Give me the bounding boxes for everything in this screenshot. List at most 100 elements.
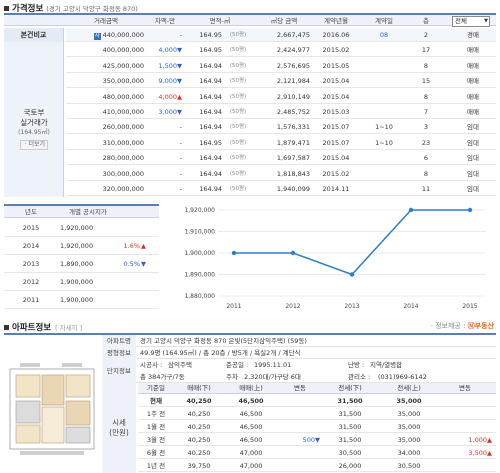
- area-unit: (50평): [229, 109, 247, 115]
- gongsi-value: 1,890,000: [60, 260, 94, 268]
- market-header-jeonse-low: 전세(下): [338, 384, 362, 392]
- jeonse-high: 35,000: [397, 423, 421, 431]
- sale-low: 39,750: [187, 462, 211, 470]
- sale-change: [280, 421, 320, 433]
- price-row: 310,000,000 - 164.95 (50평) 1,879,471 2015.07 1…: [66, 136, 496, 150]
- area-unit: (50평): [229, 62, 247, 69]
- naver-realestate-logo[interactable]: Ⓝ부동산: [467, 322, 494, 330]
- chart-point: [467, 207, 473, 213]
- floor: 6: [423, 154, 429, 163]
- data-provider: ㆍ정보제공 : Ⓝ부동산: [428, 322, 494, 330]
- area-value: 164.94: [199, 108, 222, 116]
- area-value: 164.94: [199, 169, 222, 178]
- sale-change: [280, 447, 320, 459]
- market-header-date: 기준일: [147, 384, 165, 392]
- price-diff: 1,500▼: [158, 61, 182, 70]
- price-diff: -: [179, 138, 182, 147]
- heating: 지역/열병합: [370, 361, 403, 369]
- price-per-m2: 2,424,977: [276, 46, 310, 55]
- gongsi-year: 2013: [22, 260, 40, 268]
- sale-high: 46,500: [239, 423, 263, 431]
- chart-point: [349, 272, 355, 277]
- parking-label: 주차: [226, 373, 238, 381]
- price-diff: -: [179, 185, 182, 193]
- market-row: 6월 전 40,250 47,000 30,500 34,000 3,500▲: [138, 447, 496, 459]
- price-per-m2: 1,940,099: [276, 185, 310, 193]
- contract-ym: 2015.04: [322, 77, 350, 86]
- contract-day: [362, 59, 406, 73]
- sale-change: [280, 460, 320, 472]
- gongsi-line-chart: 1,920,000 1,910,000 1,900,000 1,890,000 1,88…: [184, 207, 486, 310]
- floor: 11: [421, 185, 431, 193]
- deal-type: 매매: [467, 92, 479, 101]
- deal-type: 매매: [467, 77, 479, 86]
- sale-high: 46,500: [239, 410, 263, 418]
- apt-name: 경기 고양시 덕양구 화정동 870 은빛(5단지삼익주택) (59동): [140, 337, 307, 345]
- contract-ym: 2015.04: [322, 154, 350, 163]
- contract-day: [362, 43, 406, 57]
- market-date: 3월 전: [146, 436, 166, 444]
- chart-point: [408, 207, 414, 213]
- builder-label: 시공사 :: [140, 361, 163, 369]
- price-diff: 4,000▲: [158, 92, 182, 101]
- market-table: 기준일 매매(下) 매매(上) 변동 전세(下) 전세(上) 변동 현재 40,2…: [138, 383, 496, 473]
- market-header-sale-high: 매매(上): [239, 384, 263, 392]
- header-contract-day: 계약일: [375, 17, 393, 25]
- market-header-sale-change: 변동: [294, 384, 306, 392]
- chart-x-tick-label: 2013: [344, 303, 359, 310]
- apt-more-link[interactable]: [ 자세히 ]: [55, 324, 83, 332]
- jeonse-low: 31,500: [338, 436, 362, 444]
- gongsi-year: 2011: [22, 296, 40, 304]
- gongsi-year: 2012: [22, 278, 40, 286]
- price-amount: 425,000,000: [102, 61, 144, 70]
- price-diff: -: [179, 31, 182, 39]
- molit-more-button[interactable]: ㆍ더보기: [19, 140, 49, 150]
- gongsi-value: 1,900,000: [60, 278, 94, 286]
- completed-date: 1995.11.01: [254, 361, 292, 369]
- price-per-m2: 1,879,471: [276, 138, 310, 147]
- gongsi-row: 2014 1,920,000 1.6% ▲: [4, 238, 159, 255]
- gongsi-value: 1,900,000: [60, 296, 94, 304]
- contract-ym: 2015.07: [322, 123, 350, 132]
- office-label: 관리소 :: [348, 373, 371, 381]
- market-row: 1월 전 40,250 46,500 31,500 35,000: [138, 421, 496, 433]
- area-value: 164.95: [199, 31, 222, 39]
- jeonse-low: 31,500: [338, 410, 362, 418]
- price-diff: -: [179, 169, 182, 178]
- price-table-header: 거래금액 차액-만 면적-㎡ ㎡당 금액 계약년월 계약일 층 전체 ▼: [4, 13, 496, 27]
- market-header: 기준일 매매(下) 매매(上) 변동 전세(下) 전세(上) 변동: [138, 383, 496, 394]
- up-arrow-icon: ▲: [141, 242, 146, 250]
- area-unit: (50평): [229, 93, 247, 100]
- jeonse-change: [438, 421, 492, 433]
- jeonse-low: 26,000: [338, 462, 362, 470]
- header-diff: 차액-만: [154, 17, 176, 25]
- chart-y-tick-label: 1,920,000: [184, 207, 215, 214]
- area-value: 164.95: [199, 138, 222, 147]
- jeonse-high: 34,000: [397, 449, 421, 457]
- gongsi-row: 2011 1,900,000: [4, 292, 159, 309]
- up-arrow-icon: ▲: [177, 92, 182, 101]
- contract-ym: 2015.07: [322, 138, 350, 147]
- area-unit: (50평): [229, 47, 247, 54]
- market-date: 1월 전: [146, 423, 166, 431]
- section-bullet-icon: [4, 5, 9, 11]
- area-unit: (50평): [229, 124, 247, 131]
- jeonse-high: 30,500: [397, 462, 421, 470]
- apt-info-box: 아파트명 경기 고양시 덕양구 화정동 870 은빛(5단지삼익주택) (59동…: [4, 333, 496, 473]
- price-amount: 280,000,000: [102, 154, 144, 163]
- price-diff: 9,000▼: [158, 77, 182, 86]
- floor: 23: [421, 138, 431, 147]
- type-filter-select[interactable]: 전체 ▼: [452, 16, 490, 27]
- market-unit: (만원): [109, 428, 129, 437]
- contract-ym: 2015.04: [322, 92, 350, 101]
- market-label: 시세: [112, 418, 126, 427]
- down-arrow-icon: ▼: [177, 77, 182, 86]
- area-unit: (50평): [229, 155, 247, 162]
- market-date: 1주 전: [146, 410, 166, 418]
- chart-x-tick-label: 2015: [462, 303, 477, 310]
- contract-day: [362, 105, 406, 119]
- jeonse-change: 3,500▲: [468, 449, 492, 457]
- jeonse-high: 35,000: [397, 436, 421, 444]
- floor: 8: [423, 92, 429, 101]
- contract-ym: 2015.02: [322, 169, 350, 178]
